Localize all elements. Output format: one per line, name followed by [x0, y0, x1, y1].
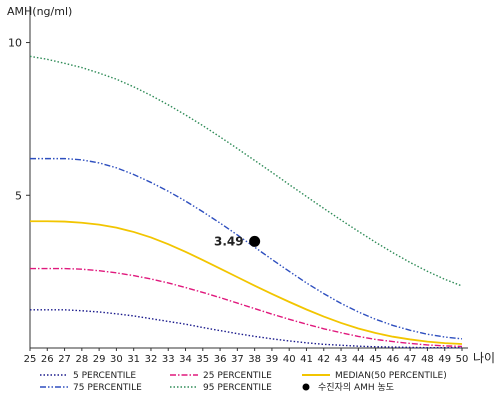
legend-label: MEDIAN(50 PERCENTILE) — [335, 371, 447, 381]
x-tick-label: 31 — [127, 354, 140, 365]
legend-label: 25 PERCENTILE — [203, 371, 272, 381]
x-tick-label: 49 — [438, 354, 451, 365]
x-tick-label: 41 — [300, 354, 313, 365]
x-tick-label: 27 — [58, 354, 71, 365]
x-tick-label: 46 — [387, 354, 400, 365]
x-tick-label: 35 — [196, 354, 209, 365]
x-tick-label: 43 — [335, 354, 348, 365]
series-line-5-percentile — [30, 309, 462, 349]
patient-amh-value-label: 3.49 — [214, 234, 244, 248]
legend: 5 PERCENTILE 25 PERCENTILE MEDIAN(50 PERCE… — [40, 371, 447, 393]
x-axis-label: 나이 — [473, 351, 495, 365]
legend-label: 5 PERCENTILE — [73, 371, 136, 381]
series-line-75-percentile — [30, 157, 463, 340]
patient-marker: 3.49 — [214, 234, 261, 248]
x-tick-label: 42 — [317, 354, 330, 365]
legend-marker-swatch — [302, 383, 310, 391]
x-tick-label: 28 — [75, 354, 88, 365]
axes: AMH(ng/ml) 5 10 25 26 27 28 29 30 31 32 33 34 35 36 37 3… — [7, 5, 495, 365]
series-line-95-percentile — [29, 55, 463, 287]
x-tick-label: 48 — [421, 354, 434, 365]
x-tick-label: 32 — [145, 354, 158, 365]
x-tick-label: 47 — [404, 354, 417, 365]
x-tick-label: 36 — [214, 354, 227, 365]
series-lines — [29, 55, 463, 349]
x-tick-label: 33 — [162, 354, 175, 365]
x-tick-label: 38 — [248, 354, 261, 365]
x-tick-label: 29 — [93, 354, 106, 365]
legend-label: 75 PERCENTILE — [73, 383, 142, 393]
x-tick-label: 44 — [352, 354, 365, 365]
series-line-median-50-percentile — [30, 220, 463, 345]
legend-marker-label: 수진자의 AMH 농도 — [318, 382, 394, 393]
patient-amh-point — [249, 235, 261, 247]
y-tick-label: 10 — [8, 37, 22, 50]
x-tick-label: 45 — [369, 354, 382, 365]
x-tick-label: 26 — [41, 354, 54, 365]
legend-label: 95 PERCENTILE — [203, 383, 272, 393]
x-tick-label: 30 — [110, 354, 123, 365]
series-line-25-percentile — [30, 267, 463, 348]
y-tick-label: 5 — [15, 189, 22, 202]
x-tick-label: 40 — [283, 354, 296, 365]
y-axis-label: AMH(ng/ml) — [7, 5, 72, 18]
x-tick-label: 37 — [231, 354, 244, 365]
x-tick-label: 39 — [266, 354, 279, 365]
x-tick-label: 34 — [179, 354, 192, 365]
x-tick-label: 50 — [456, 354, 469, 365]
x-tick-label: 25 — [24, 354, 37, 365]
